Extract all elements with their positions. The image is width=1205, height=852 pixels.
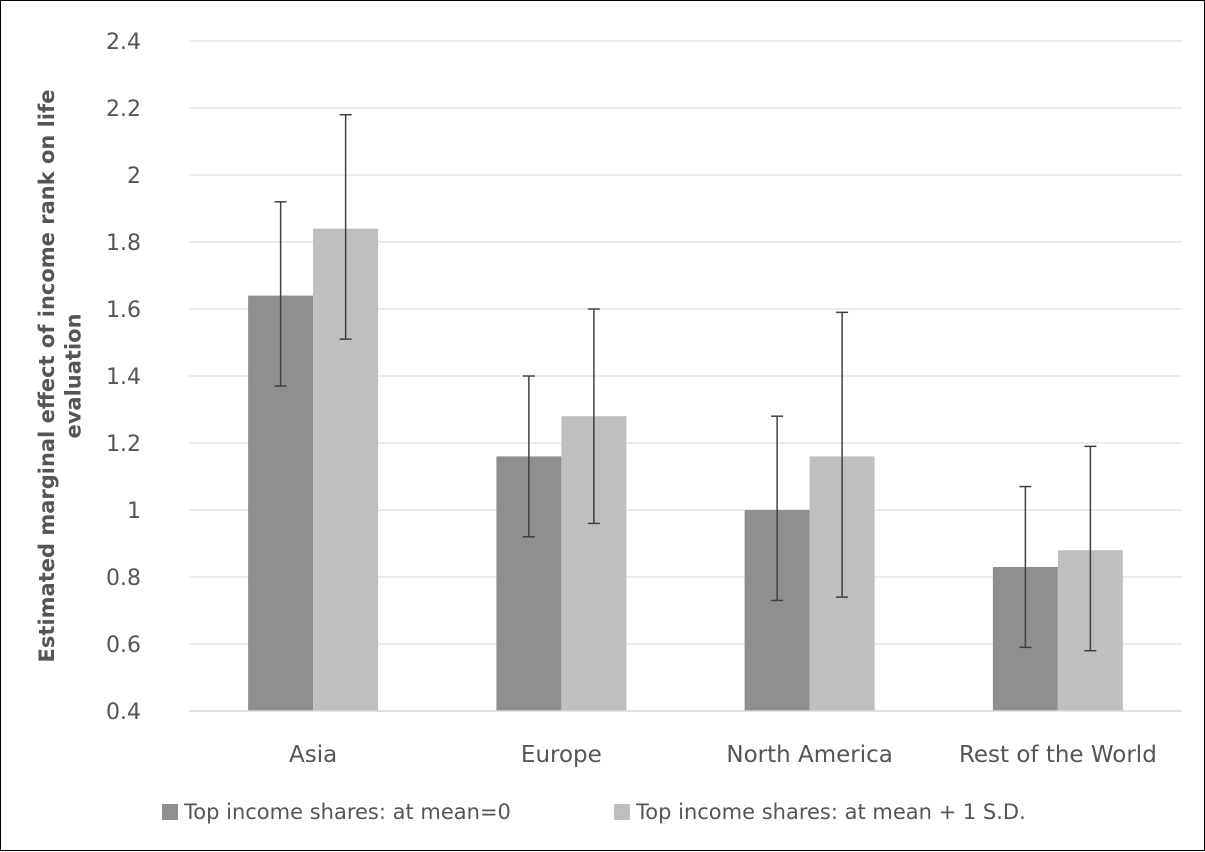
- y-tick-label: 2: [127, 164, 141, 189]
- y-tick-label: 0.8: [106, 566, 141, 591]
- y-tick-label: 0.4: [106, 700, 141, 725]
- legend-swatch: [614, 804, 630, 820]
- legend: Top income shares: at mean=0 Top income s…: [162, 800, 1026, 824]
- y-tick-label: 0.6: [106, 633, 141, 658]
- y-tick-label: 2.4: [106, 30, 141, 55]
- y-tick-label: 1.2: [106, 432, 141, 457]
- x-category-label: North America: [726, 742, 893, 768]
- y-tick-label: 1.6: [106, 298, 141, 323]
- bars: [248, 228, 1123, 711]
- y-tick-label: 1.8: [106, 231, 141, 256]
- x-category-label: Rest of the World: [959, 742, 1157, 768]
- legend-label: Top income shares: at mean=0: [183, 800, 511, 824]
- x-category-label: Asia: [289, 742, 337, 768]
- x-axis-categories: Asia Europe North America Rest of the World: [289, 742, 1157, 768]
- y-tick-label: 1: [127, 499, 141, 524]
- y-axis-label-line: Estimated marginal effect of income rank…: [35, 90, 59, 663]
- x-category-label: Europe: [521, 742, 602, 768]
- y-axis-label: Estimated marginal effect of income rank…: [35, 90, 85, 663]
- legend-swatch: [162, 804, 178, 820]
- y-axis-label-line: evaluation: [61, 313, 85, 438]
- y-tick-label: 2.2: [106, 97, 141, 122]
- legend-label: Top income shares: at mean + 1 S.D.: [635, 800, 1026, 824]
- y-axis-ticks: 0.4 0.6 0.8 1 1.2 1.4 1.6 1.8 2 2.2 2.4: [106, 30, 141, 725]
- error-bars: [274, 113, 1097, 652]
- y-tick-label: 1.4: [106, 365, 141, 390]
